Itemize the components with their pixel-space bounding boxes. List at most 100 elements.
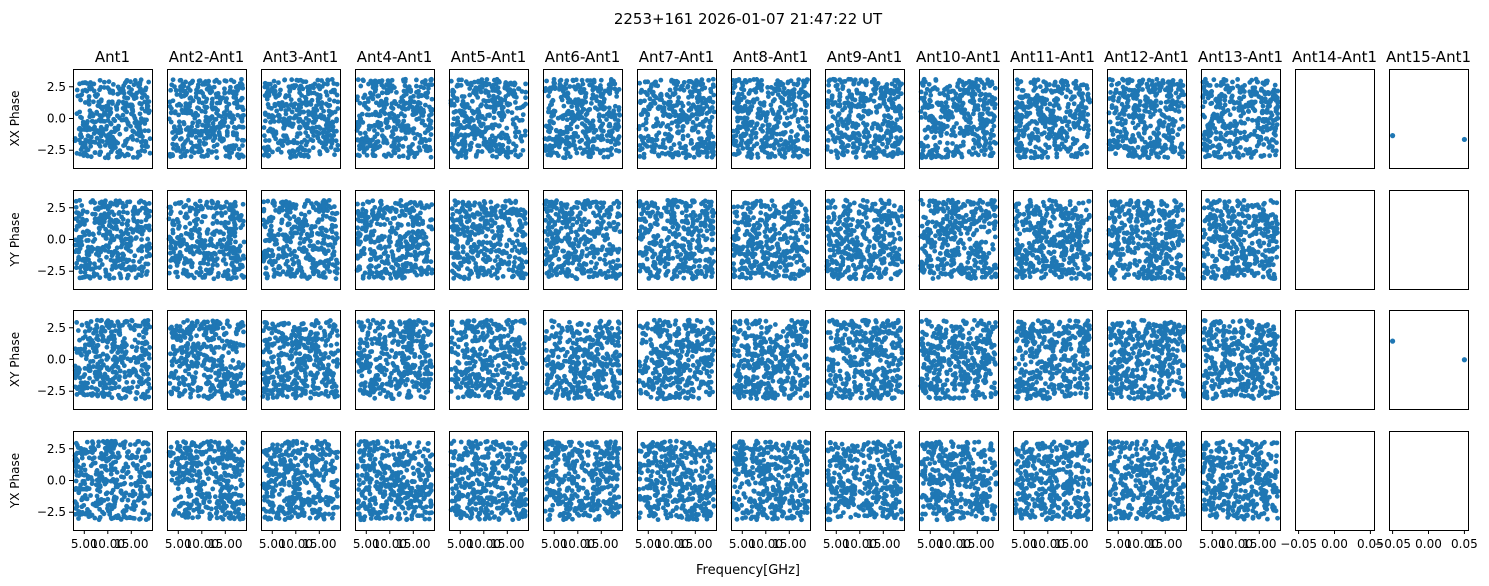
- data-point: [225, 124, 231, 130]
- data-point: [672, 113, 678, 119]
- data-point: [116, 99, 122, 105]
- data-point: [638, 134, 644, 140]
- data-point: [479, 149, 485, 154]
- data-point: [1178, 92, 1184, 98]
- data-point: [600, 121, 606, 127]
- data-point: [92, 139, 98, 145]
- data-point: [1032, 85, 1038, 91]
- data-point: [557, 82, 563, 87]
- data-point: [1149, 105, 1154, 111]
- data-point: [989, 127, 995, 133]
- data-point: [1262, 91, 1268, 97]
- data-point: [261, 125, 267, 130]
- data-point: [1086, 127, 1091, 133]
- data-point: [897, 128, 903, 133]
- data-point: [461, 94, 467, 99]
- data-point: [268, 119, 273, 125]
- data-point: [173, 87, 179, 93]
- data-point: [1116, 80, 1122, 86]
- data-point: [1156, 137, 1162, 143]
- data-point: [207, 116, 213, 122]
- data-point: [965, 131, 971, 136]
- data-point: [953, 146, 959, 152]
- data-point: [564, 117, 570, 123]
- data-point: [1075, 120, 1081, 125]
- points: [1106, 76, 1187, 161]
- data-point: [335, 106, 341, 111]
- data-point: [607, 88, 613, 94]
- data-point: [289, 77, 295, 83]
- data-point: [989, 101, 995, 107]
- data-point: [74, 150, 80, 156]
- data-point: [608, 139, 614, 145]
- data-point: [272, 101, 278, 107]
- data-point: [1252, 92, 1258, 97]
- data-point: [798, 153, 803, 159]
- data-point: [316, 130, 322, 136]
- data-point: [209, 99, 215, 105]
- data-point: [888, 87, 894, 93]
- data-point: [1154, 76, 1160, 82]
- data-point: [875, 125, 881, 131]
- data-point: [329, 77, 335, 82]
- data-point: [209, 85, 214, 91]
- data-point: [804, 147, 810, 153]
- data-point: [138, 86, 143, 92]
- chart-title: 2253+161 2026-01-07 21:47:22 UT: [614, 10, 883, 28]
- data-point: [608, 82, 614, 88]
- data-point: [364, 152, 370, 158]
- data-point: [787, 120, 792, 126]
- data-point: [85, 118, 90, 124]
- data-point: [828, 149, 834, 155]
- data-point: [1213, 129, 1219, 135]
- data-point: [787, 107, 793, 112]
- data-point: [974, 86, 980, 91]
- data-point: [685, 83, 691, 89]
- data-point: [1217, 155, 1223, 160]
- data-point: [578, 90, 584, 96]
- data-point: [590, 118, 596, 124]
- data-point: [1180, 124, 1186, 129]
- data-point: [121, 90, 127, 96]
- data-point: [1170, 98, 1175, 103]
- data-point: [288, 97, 294, 103]
- data-point: [1047, 101, 1053, 107]
- data-point: [1113, 105, 1119, 111]
- data-point: [207, 134, 213, 140]
- data-point: [271, 78, 277, 84]
- data-point: [196, 78, 202, 84]
- data-point: [583, 94, 588, 100]
- data-point: [839, 80, 845, 85]
- data-point: [1164, 93, 1170, 99]
- data-point: [303, 130, 309, 135]
- data-point: [651, 149, 657, 155]
- data-point: [305, 133, 311, 139]
- data-point: [105, 114, 111, 119]
- data-point: [300, 119, 306, 125]
- data-point: [297, 111, 302, 117]
- data-point: [236, 146, 242, 152]
- data-point: [218, 124, 224, 130]
- data-point: [133, 92, 138, 98]
- data-point: [399, 128, 405, 133]
- data-point: [428, 154, 434, 160]
- data-point: [989, 81, 995, 87]
- data-point: [454, 129, 460, 134]
- data-point: [783, 139, 788, 144]
- data-point: [367, 142, 373, 147]
- data-point: [666, 112, 672, 118]
- data-point: [400, 153, 406, 159]
- data-point: [929, 103, 935, 109]
- data-point: [643, 79, 648, 85]
- data-point: [488, 104, 494, 110]
- data-point: [1014, 110, 1019, 116]
- column-title: Ant6-Ant1: [545, 48, 620, 66]
- data-point: [97, 87, 102, 93]
- data-point: [387, 111, 393, 117]
- data-point: [1072, 111, 1078, 117]
- data-point: [287, 87, 293, 93]
- data-point: [143, 139, 149, 145]
- data-point: [549, 119, 554, 124]
- data-point: [462, 132, 468, 138]
- data-point: [106, 99, 112, 105]
